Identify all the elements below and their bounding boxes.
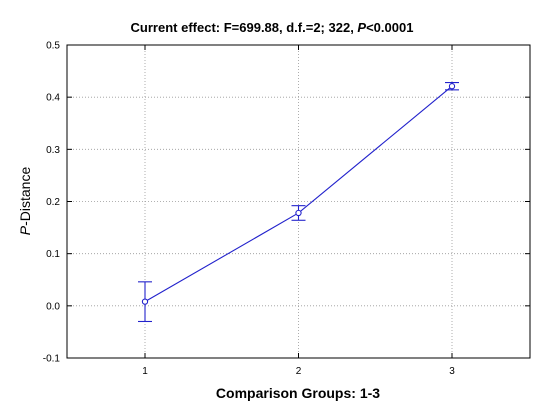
data-point [141,298,149,305]
data-series [138,82,459,323]
chart-title-prefix: Current effect: F=699.88, d.f.=2; 322, [131,20,358,35]
y-axis-label: P-Distance [17,167,33,236]
data-point [448,83,456,90]
x-tick-label: 3 [449,366,455,377]
y-tick-label: 0.1 [46,249,60,260]
y-axis-label-p: P [17,225,33,235]
y-tick-label: 0.5 [46,41,60,52]
chart-title-suffix: <0.0001 [366,20,413,35]
data-point [295,209,302,217]
chart-title: Current effect: F=699.88, d.f.=2; 322, P… [131,20,414,35]
chart-title-p: P [357,20,366,35]
grid-lines [67,45,530,358]
y-tick-label: 0.2 [46,197,60,208]
y-axis-label-rest: -Distance [17,167,33,226]
y-tick-label: -0.1 [43,354,61,365]
x-axis-label: Comparison Groups: 1-3 [216,385,380,401]
y-tick-label: 0.0 [46,301,60,312]
y-tick-label: 0.3 [46,145,60,156]
y-tick-label: 0.4 [46,93,60,104]
y-axis-ticks: -0.1 0.0 0.1 0.2 0.3 0.4 0.5 [43,41,530,365]
x-axis-ticks: 1 2 3 [142,45,455,377]
x-tick-label: 2 [296,366,302,377]
x-tick-label: 1 [142,366,148,377]
